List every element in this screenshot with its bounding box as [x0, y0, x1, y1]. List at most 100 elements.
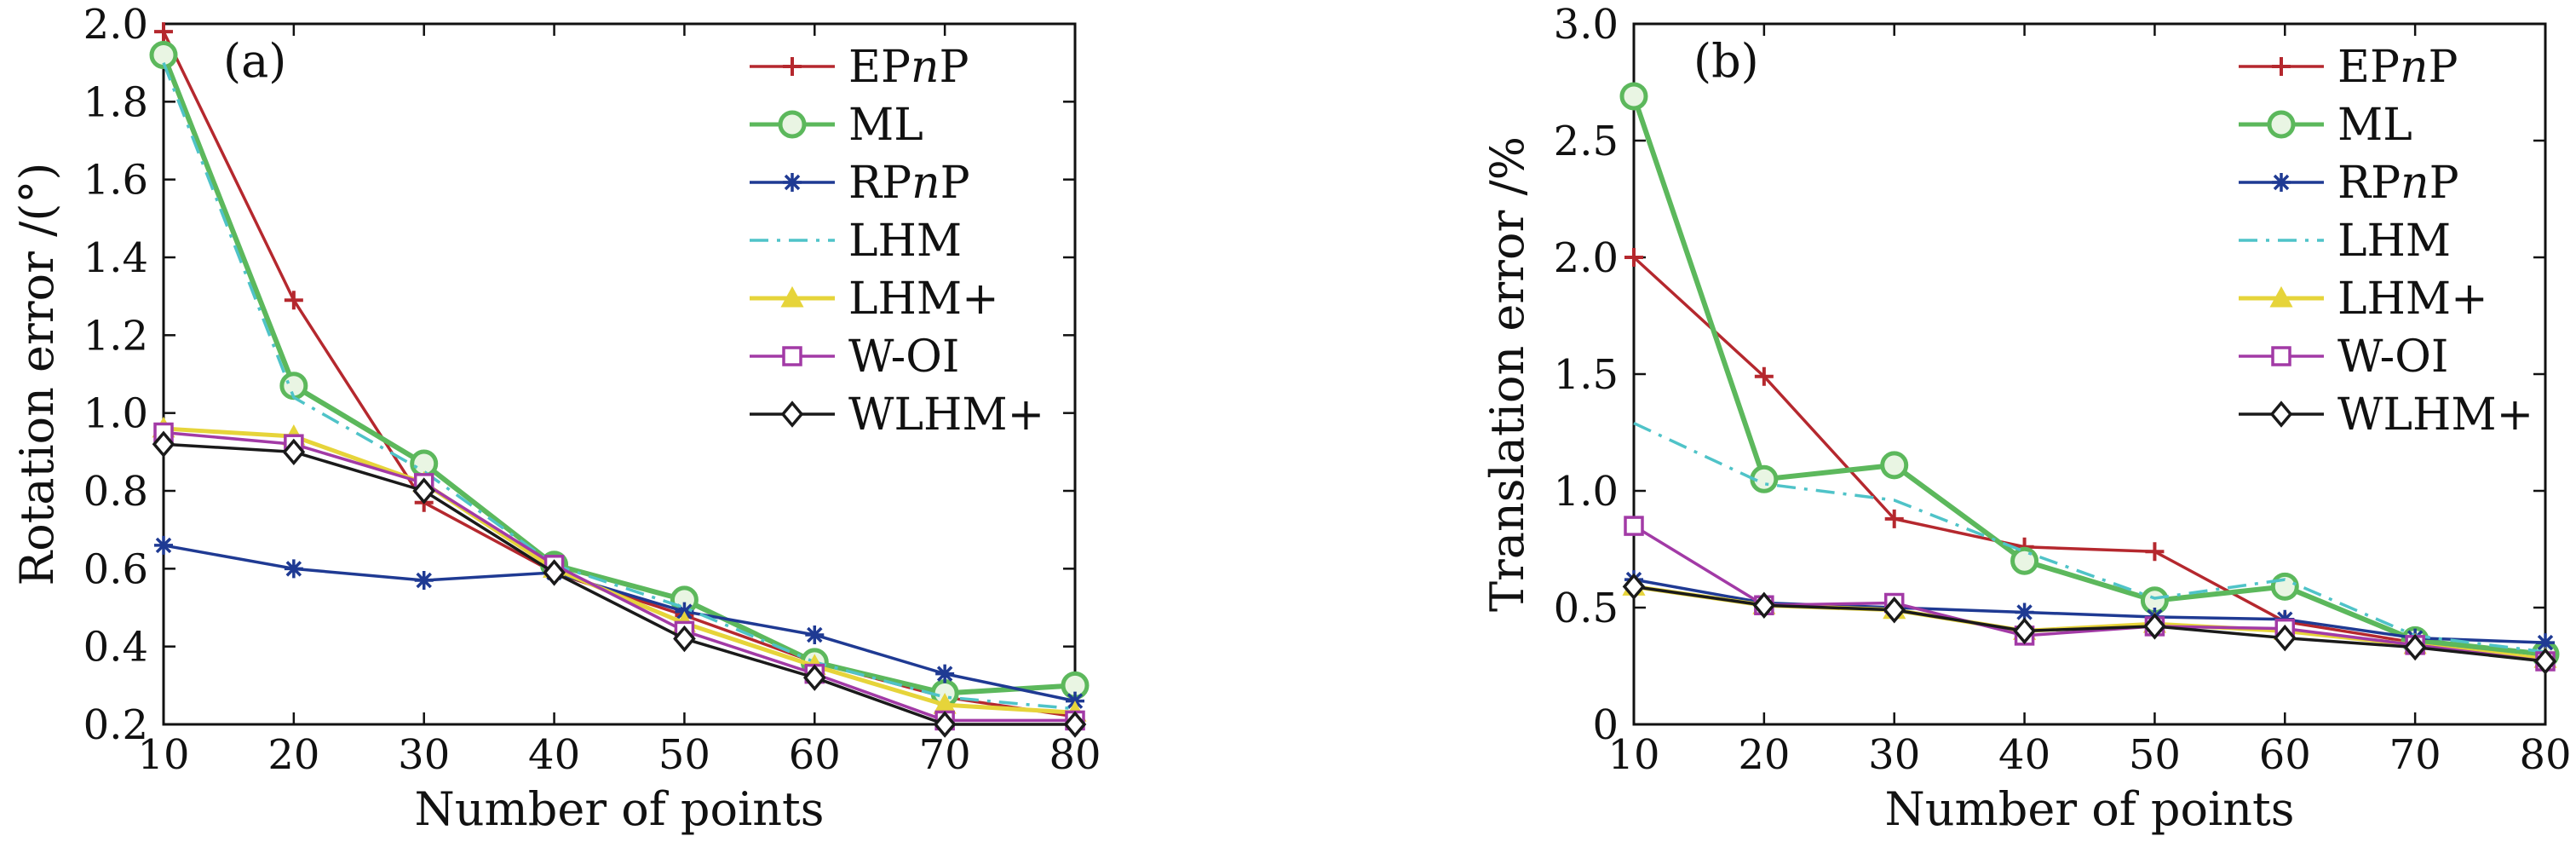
marker-epnp-a: [154, 22, 173, 42]
legend-marker-w-oi-a: [782, 346, 802, 366]
legend-marker-epnp-b: [2272, 57, 2291, 76]
x-tick-label-b: 50: [2129, 731, 2181, 779]
series-line-wlhm--b: [1633, 585, 2546, 663]
x-tick-label-b: 10: [1607, 731, 1659, 779]
marker-rpnp-a: [414, 571, 434, 591]
legend-label-lhm-a: LHM: [848, 216, 962, 267]
y-tick-label-b: 0.5: [1554, 585, 1619, 632]
marker-rpnp-a: [154, 535, 173, 555]
legend-label-part: P: [939, 42, 969, 93]
chart-rotation-error: 10 20 30 40 50 60 70 80 0.2 0.4 0.6 0.8 1.0 1.2 1.4 1.6…: [10, 1, 1101, 836]
marker-wlhm--a: [1063, 711, 1087, 738]
y-tick-label-b: 1.5: [1554, 351, 1619, 399]
marker-rpnp-a: [805, 625, 825, 644]
legend-marker-lhm--b: [2269, 285, 2293, 308]
panel-label-b: (b): [1693, 34, 1759, 88]
legend-marker-ml-a: [778, 110, 807, 139]
marker-rpnp-b: [2536, 633, 2555, 653]
y-axis-label-a: Rotation error /(°): [10, 163, 64, 586]
x-tick-label-a: 70: [919, 731, 971, 779]
x-tick-label-a: 80: [1049, 731, 1101, 779]
legend-label-w-oi-b: W-OI: [2337, 331, 2448, 383]
legend-marker-epnp-a: [783, 57, 802, 76]
x-tick-label-b: 30: [1868, 731, 1920, 779]
legend-label-part: P: [2429, 158, 2459, 209]
series-line-lhm--a: [163, 426, 1076, 715]
marker-rpnp-b: [2015, 602, 2034, 622]
y-tick-label-b: 0: [1592, 701, 1619, 749]
x-tick-label-a: 20: [267, 731, 319, 779]
legend-label-part: P: [940, 158, 970, 209]
marker-w-oi-b: [1624, 516, 1644, 536]
marker-wlhm--a: [282, 438, 306, 466]
marker-epnp-b: [1754, 366, 1774, 386]
marker-rpnp-a: [284, 559, 303, 579]
y-tick-label-a: 1.4: [83, 234, 148, 282]
y-tick-label-a: 0.6: [83, 545, 148, 593]
x-axis-label-a: Number of points: [415, 782, 825, 836]
chart-translation-error: 10 20 30 40 50 60 70 80 0 0.5 1.0 1.5 2.0 2.5 3.0 Numbe…: [1481, 1, 2572, 836]
y-tick-label-a: 0.2: [83, 701, 148, 749]
marker-epnp-b: [2145, 542, 2165, 562]
legend-label-part: EP: [2337, 42, 2400, 93]
marker-wlhm--a: [152, 430, 175, 458]
y-tick-label-a: 1.6: [83, 157, 148, 205]
marker-epnp-a: [284, 291, 303, 310]
x-tick-label-b: 60: [2259, 731, 2311, 779]
marker-ml-b: [1880, 451, 1909, 480]
legend-label-part: RP: [848, 158, 911, 209]
legend-marker-rpnp-b: [2272, 173, 2291, 192]
legend-marker-rpnp-a: [783, 173, 802, 192]
x-tick-label-a: 50: [658, 731, 710, 779]
x-tick-label-b: 40: [1998, 731, 2050, 779]
x-tick-label-b: 70: [2389, 731, 2441, 779]
legend-label-rpnp-b: RPnP: [2337, 158, 2459, 209]
marker-ml-b: [1619, 82, 1648, 111]
series-line-lhm-b: [1633, 421, 2546, 654]
y-tick-label-b: 3.0: [1554, 1, 1619, 49]
y-tick-label-a: 2.0: [83, 1, 148, 49]
legend-label-part: RP: [2337, 158, 2401, 209]
series-line-wlhm--a: [163, 442, 1075, 726]
series-line-rpnp-a: [163, 544, 1076, 703]
marker-rpnp-a: [935, 664, 955, 683]
x-tick-label-a: 10: [137, 731, 189, 779]
legend-label-wlhm--a: WLHM+: [848, 389, 1044, 441]
legend-label-italic-part: n: [911, 158, 940, 209]
marker-wlhm--a: [412, 477, 436, 504]
x-tick-label-b: 80: [2519, 731, 2571, 779]
legend-label-italic-part: n: [911, 42, 940, 93]
y-tick-label-a: 1.2: [83, 312, 148, 360]
legend-marker-wlhm--b: [2269, 401, 2293, 428]
legend-label-part: P: [2428, 42, 2458, 93]
panel-label-a: (a): [223, 34, 286, 88]
plot-frame-a: [162, 22, 1077, 726]
marker-epnp-b: [1884, 509, 1904, 528]
marker-ml-b: [2010, 546, 2039, 575]
marker-wlhm--b: [2533, 648, 2557, 675]
legend-label-lhm--b: LHM+: [2337, 274, 2488, 325]
x-tick-label-b: 20: [1738, 731, 1790, 779]
legend-label-italic-part: n: [2401, 158, 2429, 209]
series-line-w-oi-a: [163, 430, 1075, 723]
legend-label-w-oi-a: W-OI: [848, 331, 959, 383]
legend-label-wlhm--b: WLHM+: [2337, 389, 2533, 441]
marker-wlhm--a: [673, 625, 696, 653]
legend-label-lhm--a: LHM+: [848, 274, 999, 325]
y-tick-label-b: 2.5: [1554, 118, 1619, 165]
marker-ml-a: [149, 41, 178, 70]
marker-wlhm--b: [1752, 591, 1776, 619]
legend-label-epnp-a: EPnP: [848, 42, 969, 93]
marker-wlhm--a: [802, 664, 826, 691]
y-tick-label-a: 1.8: [83, 78, 148, 126]
legend-label-rpnp-a: RPnP: [848, 158, 970, 209]
y-tick-label-b: 2.0: [1554, 234, 1619, 282]
legend-marker-w-oi-b: [2271, 346, 2291, 366]
y-axis-label-b: Translation error /%: [1481, 136, 1534, 612]
x-tick-label-a: 30: [398, 731, 450, 779]
legend-marker-ml-b: [2267, 110, 2296, 139]
marker-wlhm--b: [1622, 573, 1646, 601]
